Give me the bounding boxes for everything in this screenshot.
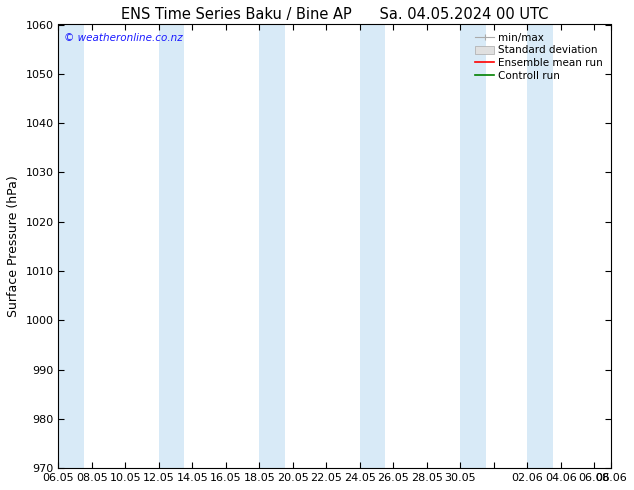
Title: ENS Time Series Baku / Bine AP      Sa. 04.05.2024 00 UTC: ENS Time Series Baku / Bine AP Sa. 04.05…	[121, 7, 548, 22]
Bar	[460, 24, 486, 468]
Text: © weatheronline.co.nz: © weatheronline.co.nz	[64, 33, 183, 44]
Y-axis label: Surface Pressure (hPa): Surface Pressure (hPa)	[7, 175, 20, 317]
Bar	[527, 24, 553, 468]
Bar	[259, 24, 285, 468]
Bar	[360, 24, 385, 468]
Legend: min/max, Standard deviation, Ensemble mean run, Controll run: min/max, Standard deviation, Ensemble me…	[472, 30, 606, 84]
Bar	[159, 24, 184, 468]
Bar	[58, 24, 84, 468]
